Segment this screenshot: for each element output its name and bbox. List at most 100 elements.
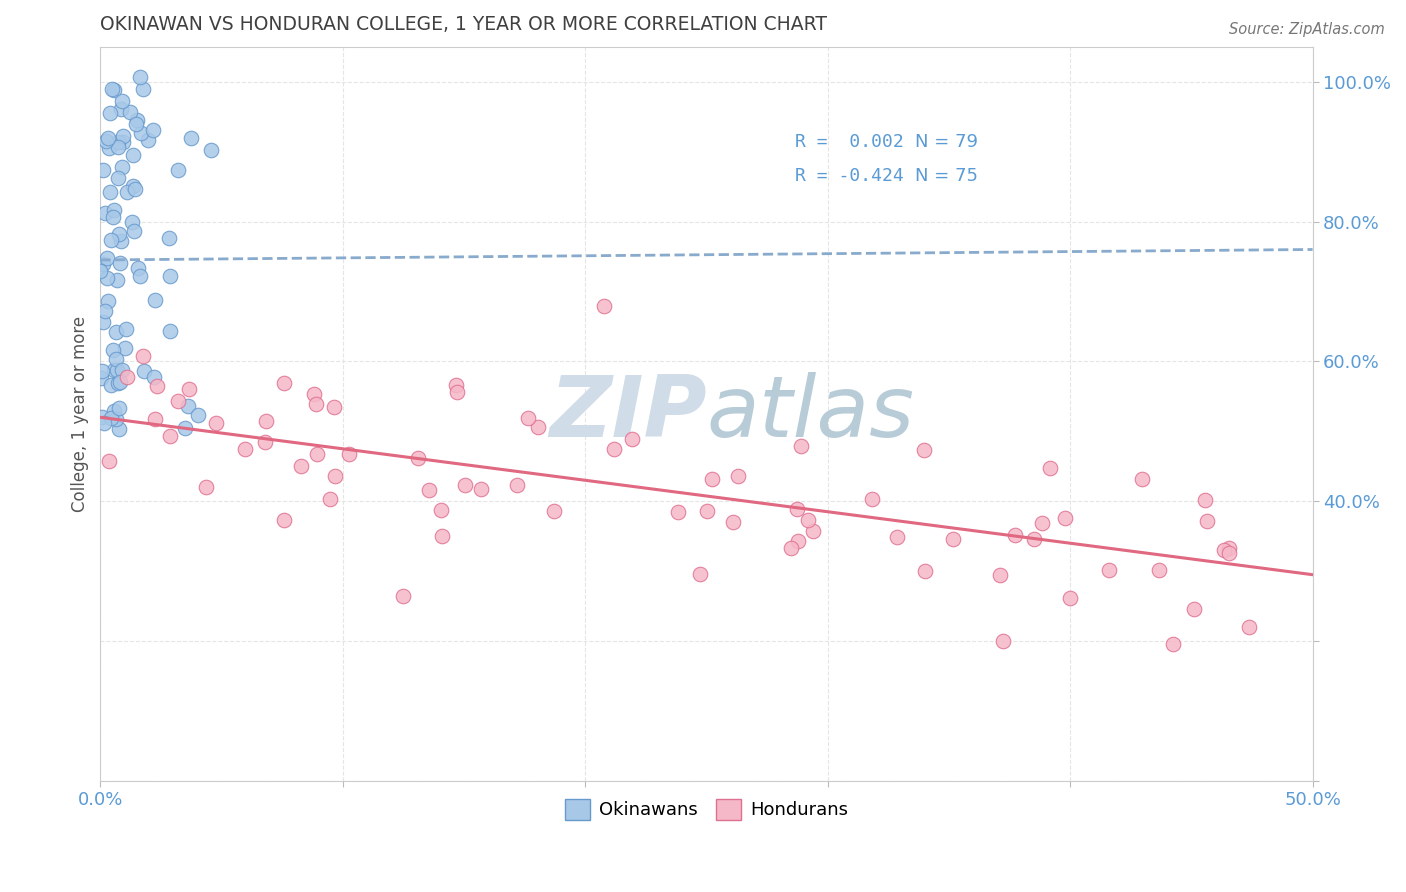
Point — [727, 469, 749, 483]
Point — [100, 411, 122, 425]
Point — [97, 294, 120, 309]
Point — [108, 227, 131, 242]
Text: Source: ZipAtlas.com: Source: ZipAtlas.com — [1229, 22, 1385, 37]
Point — [143, 293, 166, 307]
Point — [103, 203, 125, 218]
Point — [797, 513, 820, 527]
Point — [129, 126, 152, 140]
Point — [107, 422, 129, 436]
Point — [1194, 492, 1216, 507]
Point — [100, 377, 122, 392]
Point — [136, 133, 159, 147]
Point — [1237, 620, 1260, 634]
Point — [103, 404, 125, 418]
Point — [1098, 563, 1121, 577]
Point — [89, 264, 111, 278]
Point — [93, 303, 115, 318]
Point — [91, 409, 114, 424]
Point — [1039, 461, 1062, 475]
Point — [132, 82, 155, 96]
Point — [666, 505, 689, 519]
Point — [108, 376, 131, 390]
Point — [988, 567, 1011, 582]
Point — [107, 135, 129, 149]
Point — [180, 130, 202, 145]
Text: OKINAWAN VS HONDURAN COLLEGE, 1 YEAR OR MORE CORRELATION CHART: OKINAWAN VS HONDURAN COLLEGE, 1 YEAR OR … — [100, 15, 827, 34]
Point — [167, 394, 190, 409]
Point — [886, 530, 908, 544]
Point — [98, 106, 121, 120]
Point — [1004, 528, 1026, 542]
Point — [142, 370, 165, 384]
Legend: Okinawans, Hondurans: Okinawans, Hondurans — [558, 792, 855, 827]
Point — [159, 268, 181, 283]
Point — [406, 451, 429, 466]
Point — [801, 524, 824, 538]
Point — [273, 376, 295, 391]
Point — [107, 376, 129, 391]
Point — [506, 478, 529, 492]
Point — [912, 443, 935, 458]
Point — [446, 384, 468, 399]
Point — [134, 364, 156, 378]
Point — [121, 147, 143, 161]
Point — [122, 224, 145, 238]
Point — [111, 94, 134, 108]
Point — [319, 492, 342, 507]
Point — [98, 141, 121, 155]
Point — [689, 566, 711, 581]
Text: atlas: atlas — [706, 372, 914, 455]
Point — [157, 230, 180, 244]
Point — [194, 480, 217, 494]
Point — [104, 412, 127, 426]
Point — [111, 363, 134, 377]
Text: N = 79: N = 79 — [915, 134, 979, 152]
Point — [111, 160, 134, 174]
Point — [115, 322, 138, 336]
Point — [233, 442, 256, 457]
Point — [114, 341, 136, 355]
Point — [779, 541, 801, 556]
Point — [121, 215, 143, 229]
Y-axis label: College, 1 year or more: College, 1 year or more — [72, 316, 89, 512]
Point — [96, 271, 118, 285]
Point — [470, 483, 492, 497]
Point — [159, 324, 181, 338]
Point — [115, 185, 138, 199]
Point — [98, 453, 121, 467]
Point — [786, 501, 808, 516]
Point — [702, 472, 724, 486]
Point — [118, 105, 141, 120]
Point — [787, 533, 810, 548]
Point — [108, 401, 131, 416]
Point — [107, 140, 129, 154]
Point — [430, 529, 453, 543]
Point — [290, 458, 312, 473]
Point — [125, 117, 148, 131]
Point — [444, 378, 467, 392]
Point — [517, 411, 540, 425]
Point — [543, 504, 565, 518]
Point — [98, 185, 121, 199]
Point — [307, 447, 329, 461]
Point — [127, 261, 149, 276]
Point — [914, 565, 936, 579]
Point — [1024, 532, 1046, 546]
Point — [122, 178, 145, 193]
Point — [1054, 510, 1077, 524]
Point — [110, 102, 132, 116]
Point — [603, 442, 626, 456]
Point — [107, 170, 129, 185]
Point — [205, 416, 228, 430]
Point — [143, 412, 166, 426]
Point — [93, 416, 115, 430]
Text: N = 75: N = 75 — [915, 167, 979, 185]
Point — [142, 123, 165, 137]
Point — [159, 428, 181, 442]
Point — [91, 257, 114, 271]
Point — [91, 162, 114, 177]
Point — [187, 408, 209, 422]
Point — [721, 515, 744, 529]
Point — [90, 371, 112, 385]
Point — [1218, 545, 1240, 559]
